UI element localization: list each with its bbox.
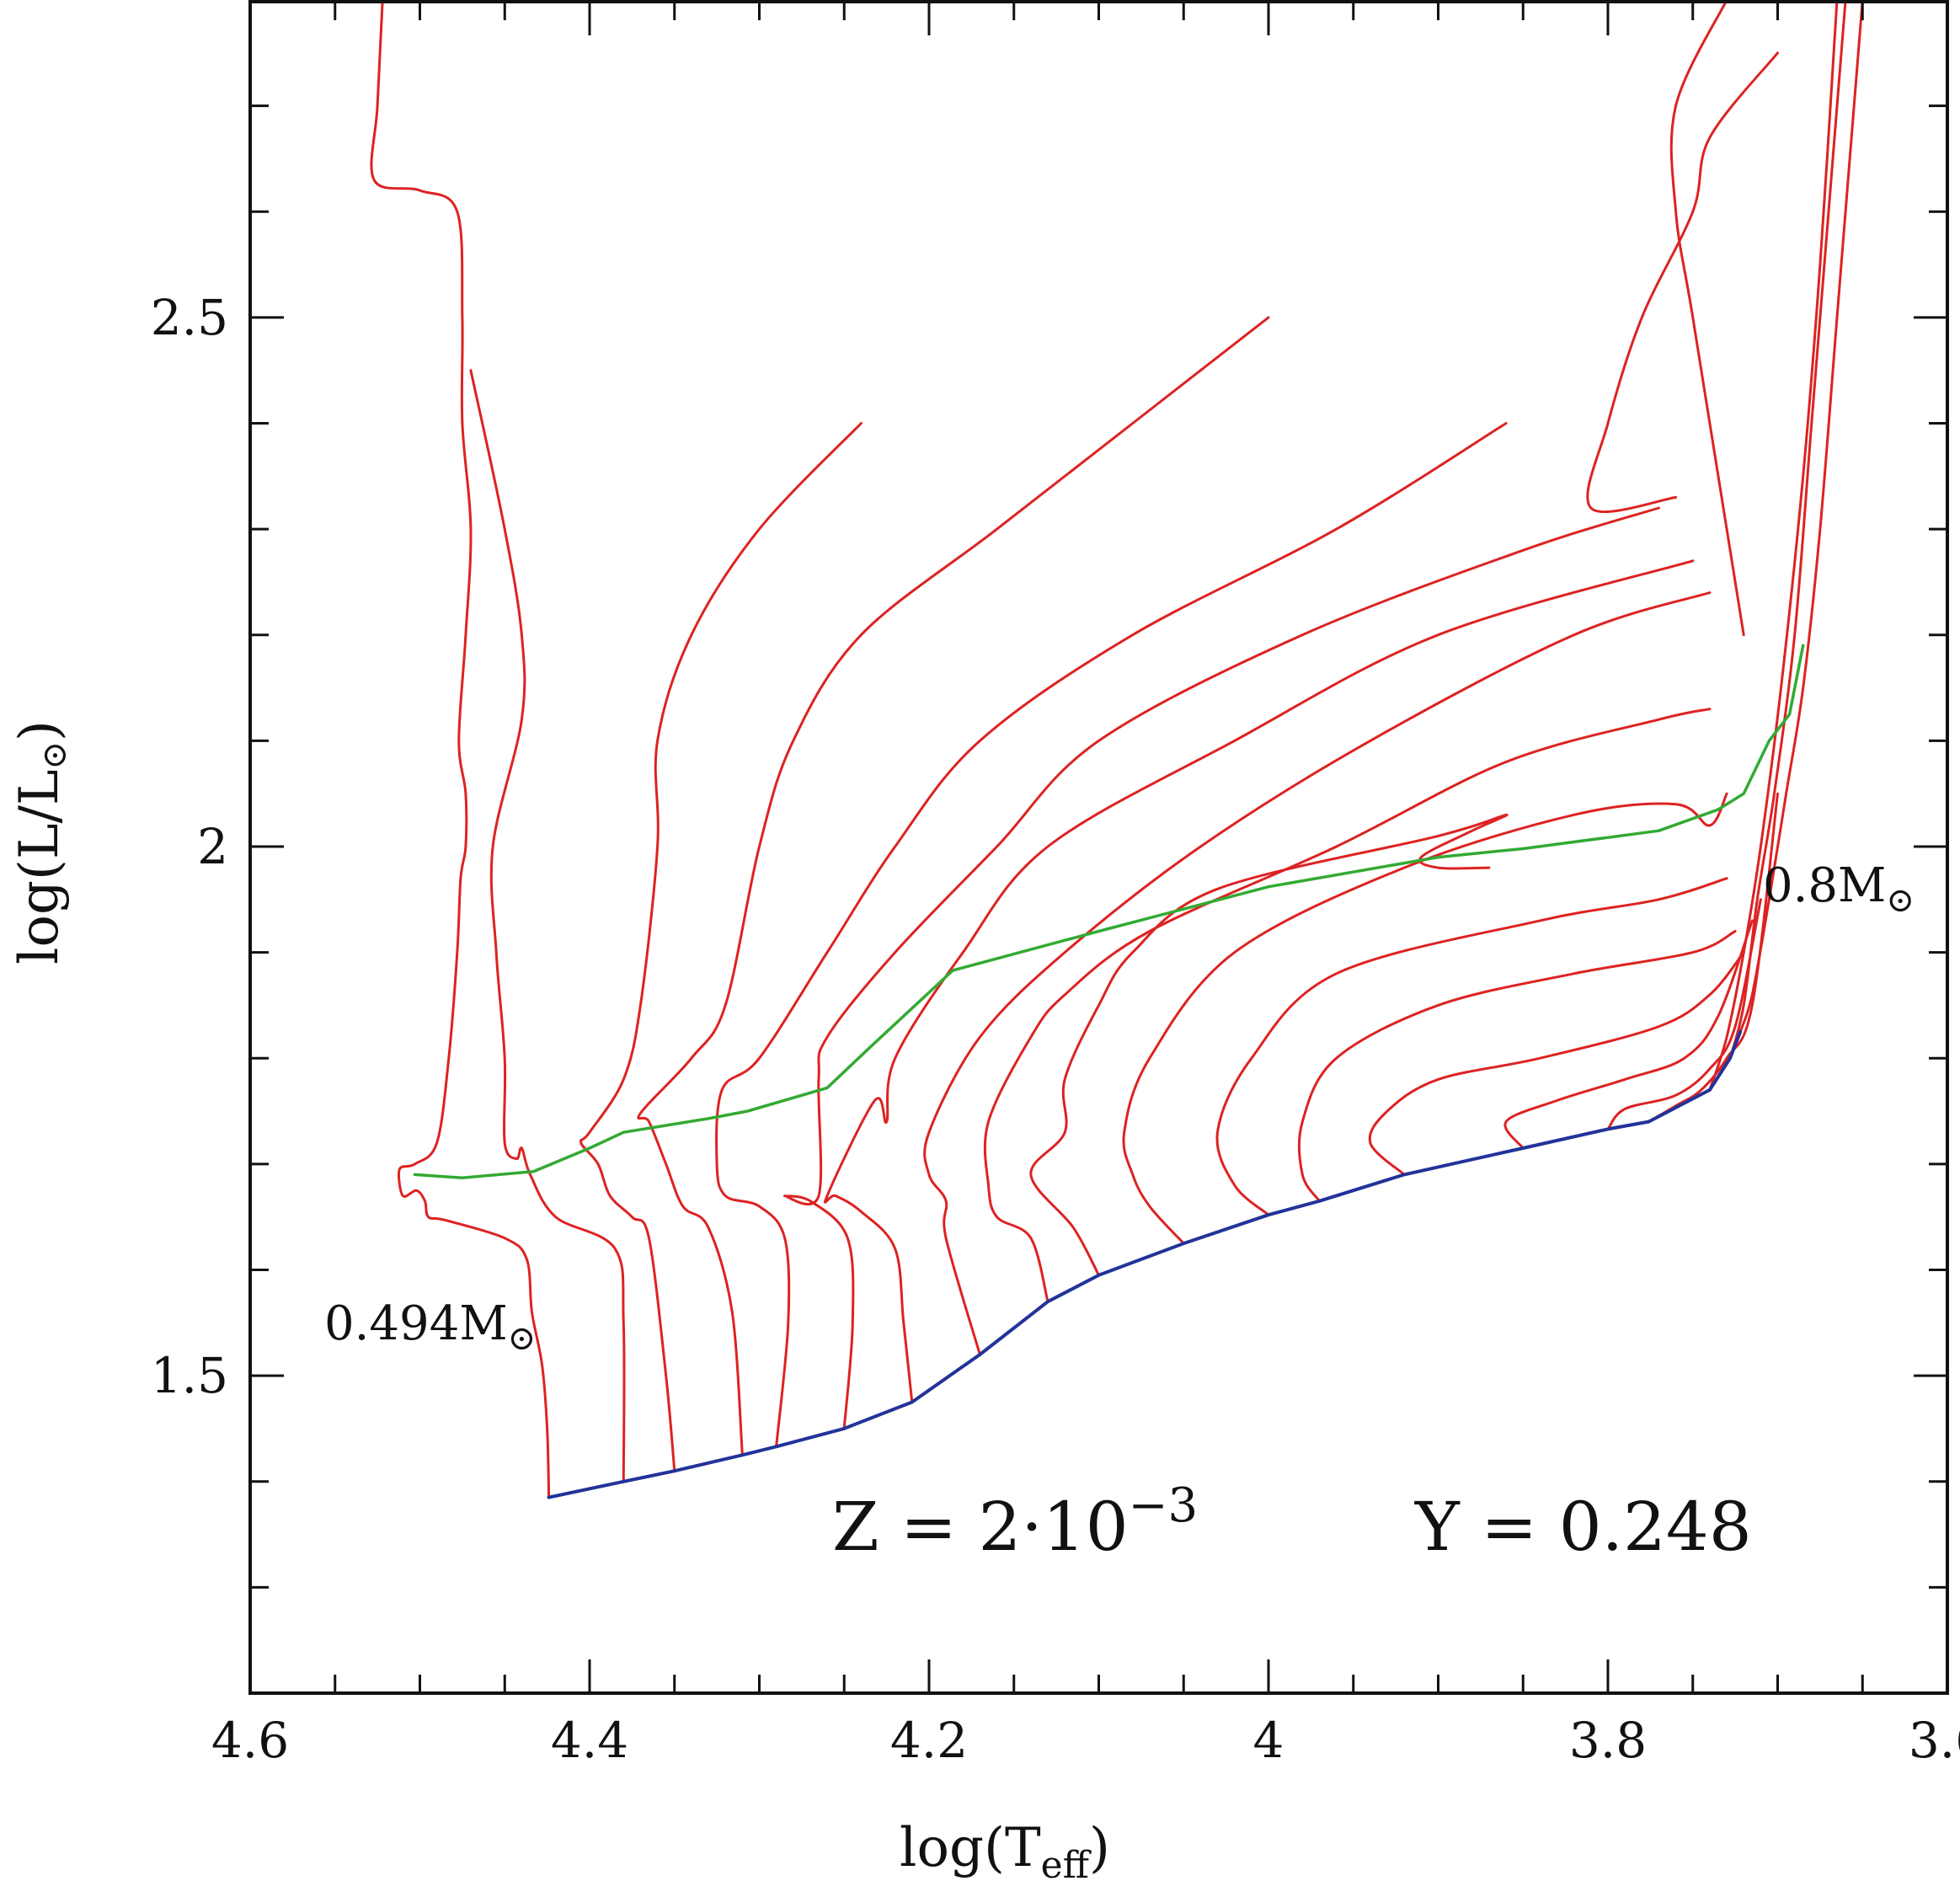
track-line: [370, 0, 551, 1499]
x-tick-label: 4.4: [551, 1712, 628, 1769]
track-line: [1297, 930, 1737, 1203]
mass-label-low: 0.494M⊙: [324, 1296, 536, 1358]
x-axis-label-close: ): [1089, 1817, 1110, 1879]
x-tick-label: 4.6: [211, 1712, 289, 1769]
metallicity-label: Z = 2·10−3: [832, 1478, 1198, 1566]
x-tick-label: 4: [1253, 1712, 1284, 1769]
track-line: [1029, 813, 1509, 1277]
track-line: [783, 506, 1660, 1430]
x-tick-label: 3.6: [1909, 1712, 1960, 1769]
evolutionary-tracks: [370, 0, 1864, 1499]
x-tick-label: 3.8: [1569, 1712, 1647, 1769]
plot-frame: [248, 0, 1949, 1695]
track-line: [1368, 951, 1745, 1176]
track-line: [823, 559, 1695, 1403]
y-tick-label: 2.5: [151, 289, 228, 346]
zahb-line: [547, 1029, 1743, 1499]
track-line: [1215, 877, 1728, 1216]
x-axis-label-sub: eff: [1041, 1844, 1092, 1881]
track-line: [469, 369, 626, 1483]
axis-ticks: [248, 0, 1949, 1695]
track-line: [637, 316, 1270, 1456]
isochrone-line: [413, 644, 1805, 1179]
track-line: [923, 591, 1712, 1356]
metallicity-exponent: −3: [1129, 1478, 1199, 1533]
track-line: [1728, 0, 1847, 1060]
track-line: [715, 422, 1508, 1448]
mass-label-low-sun: ⊙: [508, 1319, 537, 1358]
x-axis-label: log(Teff): [900, 1817, 1110, 1881]
y-axis-label-close: ): [8, 720, 71, 741]
track-line: [1738, 0, 1864, 1034]
y-tick-label: 1.5: [151, 1347, 228, 1404]
x-tick-label: 4.2: [890, 1712, 968, 1769]
y-axis-label: log(L/L⊙): [8, 720, 74, 965]
isochrone-series: [413, 644, 1805, 1179]
y-axis-label-main: log(L/L: [8, 769, 71, 965]
track-line: [1586, 51, 1779, 513]
x-axis-label-main: log(T: [900, 1817, 1041, 1879]
mass-label-high-text: 0.8M: [1763, 858, 1886, 913]
mass-label-high: 0.8M⊙: [1763, 858, 1915, 920]
track-line: [579, 422, 863, 1472]
mass-label-low-text: 0.494M: [324, 1296, 508, 1351]
y-axis-label-sun: ⊙: [35, 741, 74, 770]
track-line: [1606, 898, 1762, 1130]
metallicity-text: Z = 2·10: [832, 1488, 1129, 1566]
track-line: [983, 708, 1712, 1303]
track-line: [1122, 792, 1728, 1245]
track-line: [1669, 0, 1745, 637]
mass-label-high-sun: ⊙: [1886, 881, 1915, 920]
tick-labels: 4.6 4.4 4.2 4 3.8 3.6 1.5 2 2.5: [151, 289, 1960, 1769]
track-line: [1503, 919, 1754, 1150]
helium-label: Y = 0.248: [1414, 1488, 1752, 1566]
zahb-series: [547, 1029, 1743, 1499]
y-tick-label: 2: [197, 818, 228, 875]
track-line: [1708, 0, 1839, 1092]
